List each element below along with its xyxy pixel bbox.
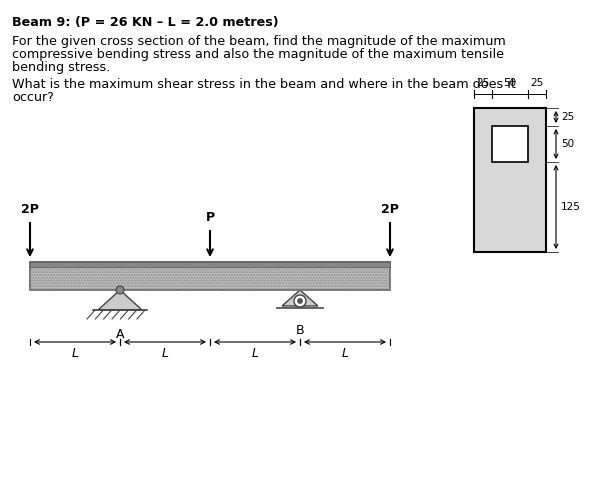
Text: L: L: [252, 347, 258, 360]
Bar: [492, 126, 528, 162]
Text: 25: 25: [530, 78, 543, 88]
Bar: [30, 262, 390, 290]
Text: L: L: [161, 347, 168, 360]
Text: 25: 25: [561, 112, 574, 122]
Text: 2P: 2P: [381, 203, 399, 216]
Text: occur?: occur?: [12, 91, 54, 104]
Bar: [30, 262, 390, 267]
Bar: [30, 262, 390, 290]
Text: L: L: [71, 347, 79, 360]
Text: 2P: 2P: [21, 203, 39, 216]
Text: L: L: [341, 347, 349, 360]
Text: What is the maximum shear stress in the beam and where in the beam does it: What is the maximum shear stress in the …: [12, 78, 516, 91]
Text: 125: 125: [561, 202, 581, 212]
Text: 50: 50: [561, 139, 574, 149]
Circle shape: [294, 295, 306, 307]
Text: compressive bending stress and also the magnitude of the maximum tensile: compressive bending stress and also the …: [12, 48, 504, 61]
Polygon shape: [98, 290, 142, 310]
Bar: [474, 108, 546, 252]
Circle shape: [116, 286, 124, 294]
Text: P: P: [206, 211, 214, 224]
Text: For the given cross section of the beam, find the magnitude of the maximum: For the given cross section of the beam,…: [12, 35, 506, 48]
Text: bending stress.: bending stress.: [12, 61, 111, 74]
Text: B: B: [296, 324, 305, 337]
Polygon shape: [282, 290, 318, 306]
Text: 50: 50: [503, 78, 516, 88]
Circle shape: [298, 298, 303, 304]
Text: A: A: [116, 328, 124, 341]
Text: 25: 25: [476, 78, 489, 88]
Text: Beam 9: (P = 26 KN – L = 2.0 metres): Beam 9: (P = 26 KN – L = 2.0 metres): [12, 16, 279, 29]
